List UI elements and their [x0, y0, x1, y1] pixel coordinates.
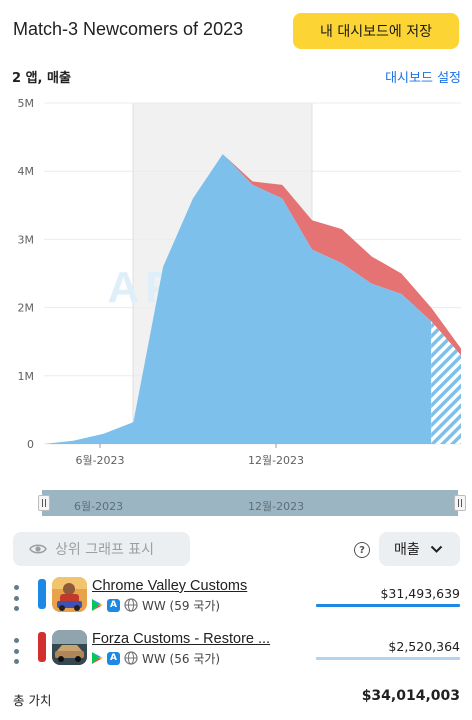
value-bar — [316, 604, 460, 607]
range-slider-track[interactable] — [42, 490, 458, 516]
app-region: WW (59 국가) — [142, 598, 221, 613]
app-value: $2,520,364 — [388, 639, 460, 654]
google-play-icon — [92, 652, 103, 664]
app-icon-chrome-valley — [52, 577, 87, 612]
help-icon[interactable]: ? — [354, 542, 370, 558]
series-color-indicator — [38, 632, 46, 662]
range-slider-right-handle[interactable] — [454, 495, 466, 511]
globe-icon — [124, 598, 138, 612]
y-tick-label: 0 — [27, 438, 34, 451]
x-tick-label: 6월-2023 — [75, 454, 124, 467]
forecast-area-chrome-valley — [431, 321, 461, 444]
app-store-icon: A — [107, 598, 120, 612]
y-tick-label: 2M — [18, 302, 35, 315]
y-tick-label: 3M — [18, 233, 35, 246]
globe-icon — [124, 651, 138, 665]
header: Match-3 Newcomers of 2023 내 대시보드에 저장 — [0, 0, 472, 62]
app-name-link[interactable]: Forza Customs - Restore ... — [92, 631, 271, 647]
app-value: $31,493,639 — [380, 586, 460, 601]
range-slider[interactable]: 6월-2023 12월-2023 — [36, 488, 466, 518]
metric-select-value: 매출 — [394, 542, 420, 558]
app-meta: A WW (59 국가) — [92, 597, 220, 613]
eye-icon — [29, 544, 47, 554]
apps-metric-summary: 2 앱, 매출 — [12, 71, 71, 86]
app-name-link[interactable]: Chrome Valley Customs — [92, 578, 248, 594]
app-icon-forza-customs — [52, 630, 87, 665]
drag-handle-icon[interactable] — [14, 638, 20, 664]
app-store-icon: A — [107, 651, 120, 665]
series-area-chrome-valley — [44, 154, 432, 444]
range-slider-left-label: 6월-2023 — [74, 500, 124, 513]
total-row: 총 가치 $34,014,003 — [0, 682, 472, 712]
app-meta: A WW (56 국가) — [92, 650, 220, 666]
app-region: WW (56 국가) — [142, 651, 221, 666]
x-tick-label: 12월-2023 — [248, 454, 304, 467]
google-play-icon — [92, 599, 103, 611]
series-color-indicator — [38, 579, 46, 609]
subbar: 2 앱, 매출 대시보드 설정 — [0, 62, 472, 88]
show-top-graph-button[interactable]: 상위 그래프 표시 — [13, 532, 190, 566]
app-row[interactable]: Chrome Valley Customs A WW (59 국가) $31,4… — [0, 577, 472, 629]
drag-handle-icon[interactable] — [14, 585, 20, 611]
total-value: $34,014,003 — [361, 688, 460, 704]
metric-select[interactable]: 매출 — [379, 532, 460, 566]
y-tick-label: 4M — [18, 165, 35, 178]
range-slider-right-label: 12월-2023 — [248, 500, 305, 513]
y-tick-label: 5M — [18, 97, 35, 110]
value-bar — [316, 657, 460, 660]
dashboard-settings-link[interactable]: 대시보드 설정 — [385, 71, 461, 86]
y-tick-label: 1M — [18, 370, 35, 383]
chevron-down-icon — [430, 545, 442, 553]
show-top-graph-label: 상위 그래프 표시 — [55, 542, 155, 558]
app-row[interactable]: Forza Customs - Restore ... A WW (56 국가)… — [0, 630, 472, 682]
page-title: Match-3 Newcomers of 2023 — [13, 19, 244, 39]
save-to-dashboard-button[interactable]: 내 대시보드에 저장 — [293, 13, 459, 49]
total-label: 총 가치 — [13, 693, 52, 708]
range-slider-left-handle[interactable] — [38, 495, 50, 511]
